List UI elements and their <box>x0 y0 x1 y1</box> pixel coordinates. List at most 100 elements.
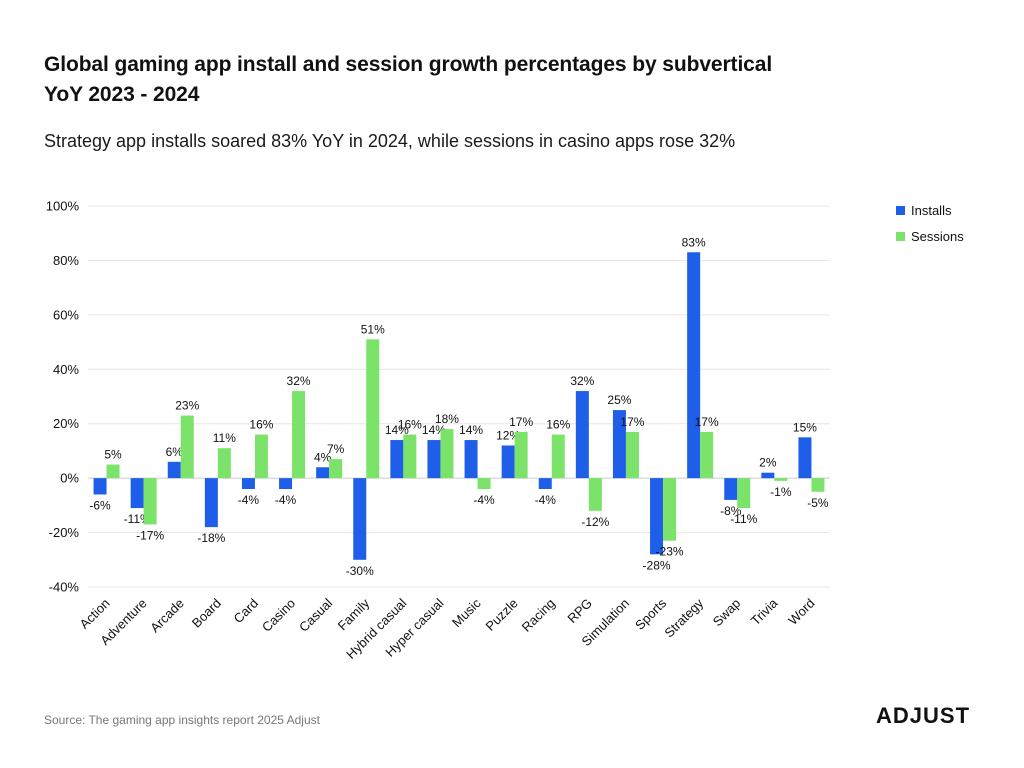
sessions-bar <box>700 431 714 479</box>
installs-data-label: -18% <box>197 531 225 545</box>
legend-label-sessions: Sessions <box>911 228 964 244</box>
installs-bar <box>427 440 441 479</box>
x-tick-label: Word <box>785 596 817 628</box>
sessions-data-label: -5% <box>807 496 829 510</box>
installs-bar <box>390 440 404 479</box>
sessions-bar <box>292 391 306 479</box>
sessions-bar <box>329 459 343 479</box>
installs-data-label: -30% <box>346 564 374 578</box>
y-tick-label: 100% <box>46 199 80 214</box>
sessions-bar <box>551 434 565 479</box>
y-tick-label: 0% <box>60 471 79 486</box>
sessions-data-label: 18% <box>435 412 459 426</box>
sessions-data-label: 32% <box>287 374 311 388</box>
y-tick-label: 40% <box>53 362 79 377</box>
sessions-data-label: -23% <box>656 545 684 559</box>
sessions-data-label: 16% <box>249 418 273 432</box>
installs-data-label: -4% <box>238 493 260 507</box>
installs-bar <box>761 472 775 479</box>
sessions-bar <box>180 415 194 479</box>
installs-bar <box>353 478 367 560</box>
sessions-bar <box>514 431 528 479</box>
sessions-data-label: 7% <box>327 442 345 456</box>
x-tick-label: Card <box>231 596 262 627</box>
installs-data-label: 25% <box>607 393 631 407</box>
installs-bar <box>464 440 478 479</box>
installs-bar <box>798 437 812 479</box>
installs-data-label: 6% <box>166 445 184 459</box>
installs-bar <box>612 410 626 479</box>
installs-bar <box>316 467 330 479</box>
installs-data-label: 14% <box>422 423 446 437</box>
installs-data-label: -4% <box>275 493 297 507</box>
installs-bar <box>204 478 218 528</box>
installs-data-label: 4% <box>314 450 332 464</box>
sessions-bar <box>254 434 268 479</box>
x-tick-label: Music <box>449 595 484 630</box>
legend: Installs Sessions <box>896 202 964 254</box>
sessions-data-label: 17% <box>620 415 644 429</box>
installs-data-label: 32% <box>570 374 594 388</box>
installs-data-label: 14% <box>385 423 409 437</box>
sessions-bar <box>366 339 380 479</box>
sessions-bar <box>106 464 120 479</box>
sessions-bar <box>403 434 417 479</box>
installs-bar <box>241 478 255 490</box>
sessions-data-label: 23% <box>175 399 199 413</box>
legend-swatch-sessions <box>896 231 905 241</box>
sessions-data-label: 16% <box>398 418 422 432</box>
x-tick-label: Casual <box>296 595 335 634</box>
sessions-data-label: -12% <box>581 515 609 529</box>
x-tick-label: Casino <box>259 596 298 635</box>
x-tick-label: Strategy <box>661 595 706 640</box>
installs-bar <box>167 461 181 479</box>
sessions-data-label: 17% <box>695 415 719 429</box>
y-tick-label: 20% <box>53 416 79 431</box>
adjust-logo: ADJUST <box>876 703 971 728</box>
y-tick-label: -40% <box>49 580 80 595</box>
installs-data-label: -8% <box>720 504 742 518</box>
installs-bar <box>575 391 589 479</box>
installs-bar <box>538 478 552 490</box>
x-tick-label: Trivia <box>748 595 781 628</box>
sessions-bar <box>737 478 751 509</box>
installs-bar <box>501 445 515 479</box>
sessions-bar <box>625 431 639 479</box>
chart-title: Global gaming app install and session gr… <box>44 53 773 106</box>
sessions-data-label: -4% <box>473 493 495 507</box>
installs-bar <box>687 252 701 479</box>
installs-bar <box>93 478 107 495</box>
installs-data-label: 15% <box>793 420 817 434</box>
sessions-bar <box>143 478 157 525</box>
legend-label-installs: Installs <box>911 202 952 218</box>
sessions-data-label: -11% <box>730 512 757 526</box>
sessions-bar <box>217 448 231 479</box>
x-tick-label: Puzzle <box>483 596 521 634</box>
sessions-data-label: 5% <box>104 448 122 462</box>
y-tick-label: 60% <box>53 307 79 322</box>
installs-bar <box>279 478 293 490</box>
y-tick-label: -20% <box>49 525 80 540</box>
y-tick-label: 80% <box>53 253 79 268</box>
x-tick-label: Arcade <box>147 596 187 636</box>
x-tick-label: Board <box>189 596 224 631</box>
sessions-data-label: 16% <box>546 418 570 432</box>
sessions-bar <box>663 478 677 541</box>
sessions-data-label: 51% <box>361 322 385 336</box>
installs-bar <box>130 478 144 509</box>
sessions-bar <box>811 478 825 492</box>
installs-data-label: 2% <box>759 456 777 470</box>
sessions-bar <box>774 478 788 481</box>
x-tick-label: RPG <box>564 596 595 627</box>
installs-bar <box>724 478 738 500</box>
sessions-bar <box>477 478 491 490</box>
sessions-data-label: 17% <box>509 415 533 429</box>
sessions-data-label: -1% <box>770 485 792 499</box>
installs-data-label: 83% <box>682 235 706 249</box>
installs-data-label: -4% <box>535 493 557 507</box>
installs-bar <box>650 478 664 555</box>
legend-swatch-installs <box>896 205 905 215</box>
installs-data-label: 14% <box>459 423 483 437</box>
source-note: Source: The gaming app insights report 2… <box>44 713 320 727</box>
